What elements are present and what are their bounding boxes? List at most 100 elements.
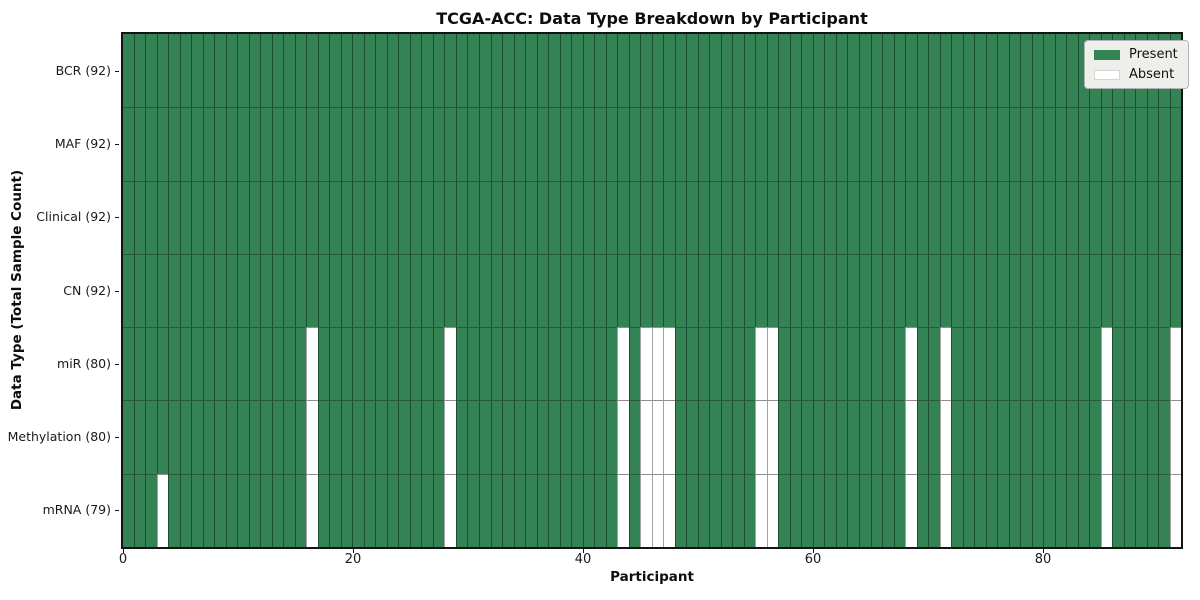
cell-mRNA-p72 [951,473,963,547]
y-tick-label-mRNA: mRNA (79) [42,502,111,518]
x-tick-label-60: 60 [804,552,822,567]
cell-miR-p14 [283,327,295,401]
cell-MAF-p46 [651,107,664,181]
cell-mRNA-p59 [801,473,813,547]
cell-MAF-p68 [905,107,917,181]
cell-Methylation-p31 [478,400,491,474]
cell-BCR-p16 [306,34,318,108]
cell-BCR-p71 [939,34,952,108]
cell-BCR-p79 [1031,34,1044,108]
cell-Clinical-p3 [156,180,169,254]
cell-BCR-p67 [893,34,906,108]
cell-Clinical-p67 [893,180,906,254]
cell-BCR-p72 [951,34,963,108]
heatmap-row-Clinical [123,180,1182,254]
cell-Methylation-p54 [743,400,756,474]
cell-mRNA-p18 [329,473,341,547]
cell-Clinical-p85 [1100,180,1113,254]
cell-Methylation-p36 [536,400,549,474]
cell-BCR-p38 [559,34,572,108]
cell-miR-p61 [824,327,836,401]
cell-miR-p27 [432,327,445,401]
cell-MAF-p27 [432,107,445,181]
cell-miR-p63 [847,327,859,401]
cell-miR-p5 [179,327,192,401]
cell-CN-p8 [214,253,226,328]
cell-BCR-p76 [997,34,1009,108]
cell-BCR-p82 [1066,34,1078,108]
cell-MAF-p10 [237,107,249,181]
cell-BCR-p5 [179,34,192,108]
cell-BCR-p31 [478,34,491,108]
cell-Methylation-p63 [847,400,859,474]
cell-Clinical-p43 [617,180,629,254]
cell-mRNA-p32 [490,473,503,547]
cell-MAF-p11 [248,107,261,181]
cell-Clinical-p56 [766,180,779,254]
cell-Clinical-p81 [1054,180,1067,254]
x-tick-mark-40 [583,549,584,553]
cell-CN-p64 [859,253,871,328]
cell-CN-p91 [1169,253,1182,328]
cell-Clinical-p60 [812,180,825,254]
cell-mRNA-p47 [663,473,675,547]
cell-Clinical-p24 [398,180,410,254]
cell-mRNA-p90 [1158,473,1170,547]
cell-Methylation-p81 [1054,400,1067,474]
cell-Methylation-p29 [455,400,468,474]
cell-Methylation-p27 [432,400,445,474]
x-tick-label-20: 20 [344,552,362,567]
x-tick-mark-80 [1043,549,1044,553]
cell-miR-p52 [720,327,733,401]
cell-CN-p17 [317,253,330,328]
cell-Methylation-p73 [962,400,975,474]
cell-BCR-p64 [859,34,871,108]
cell-miR-p68 [905,327,917,401]
cell-miR-p44 [628,327,641,401]
cell-BCR-p12 [260,34,272,108]
cell-BCR-p46 [651,34,664,108]
cell-Methylation-p60 [812,400,825,474]
cell-Clinical-p66 [882,180,894,254]
cell-MAF-p35 [525,107,537,181]
cell-Methylation-p50 [697,400,710,474]
cell-CN-p45 [640,253,652,328]
x-tick-mark-20 [353,549,354,553]
cell-Clinical-p36 [536,180,549,254]
cell-BCR-p56 [766,34,779,108]
cell-BCR-p20 [352,34,364,108]
cell-mRNA-p75 [985,473,998,547]
x-tick-label-80: 80 [1034,552,1052,567]
cell-mRNA-p4 [168,473,180,547]
cell-miR-p33 [502,327,514,401]
cell-miR-p73 [962,327,975,401]
cell-Methylation-p85 [1100,400,1113,474]
cell-miR-p47 [663,327,675,401]
cell-CN-p66 [882,253,894,328]
cell-Clinical-p20 [352,180,364,254]
cell-CN-p58 [789,253,802,328]
cell-miR-p37 [548,327,560,401]
cell-BCR-p25 [409,34,422,108]
cell-Clinical-p87 [1123,180,1136,254]
cell-Clinical-p28 [444,180,456,254]
cell-miR-p36 [536,327,549,401]
y-tick-label-MAF: MAF (92) [54,135,111,151]
cell-Clinical-p53 [732,180,744,254]
cell-miR-p69 [916,327,929,401]
cell-MAF-p22 [375,107,387,181]
cell-miR-p3 [156,327,169,401]
cell-MAF-p73 [962,107,975,181]
cell-Clinical-p18 [329,180,341,254]
cell-Clinical-p7 [202,180,215,254]
cell-BCR-p9 [225,34,238,108]
cell-BCR-p28 [444,34,456,108]
cell-CN-p55 [755,253,767,328]
cell-mRNA-p70 [928,473,940,547]
cell-MAF-p8 [214,107,226,181]
cell-mRNA-p68 [905,473,917,547]
chart-title: TCGA-ACC: Data Type Breakdown by Partici… [436,9,868,28]
cell-MAF-p57 [778,107,790,181]
cell-MAF-p90 [1158,107,1170,181]
cell-mRNA-p6 [191,473,203,547]
